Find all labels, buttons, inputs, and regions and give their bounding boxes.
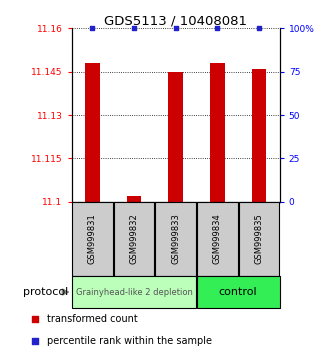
Point [32, 338, 38, 344]
Bar [252, 69, 266, 202]
Point [173, 25, 178, 31]
Bar [155, 202, 196, 276]
Bar [210, 63, 224, 202]
Bar [197, 202, 238, 276]
Text: Grainyhead-like 2 depletion: Grainyhead-like 2 depletion [76, 287, 192, 297]
Bar [127, 196, 141, 202]
Text: GSM999835: GSM999835 [254, 213, 263, 264]
Title: GDS5113 / 10408081: GDS5113 / 10408081 [104, 14, 247, 27]
Bar [168, 72, 183, 202]
Bar [72, 276, 195, 308]
Point [32, 316, 38, 321]
Text: GSM999831: GSM999831 [88, 213, 97, 264]
Text: GSM999832: GSM999832 [130, 213, 139, 264]
Text: percentile rank within the sample: percentile rank within the sample [47, 336, 212, 346]
Bar [85, 63, 100, 202]
Bar [114, 202, 155, 276]
Bar [72, 202, 113, 276]
Text: transformed count: transformed count [47, 314, 138, 324]
Point [131, 25, 137, 31]
Text: protocol: protocol [23, 287, 68, 297]
Text: GSM999834: GSM999834 [213, 213, 222, 264]
Bar [197, 276, 280, 308]
Bar [238, 202, 279, 276]
Text: GSM999833: GSM999833 [171, 213, 180, 264]
Text: control: control [219, 287, 257, 297]
Point [90, 25, 95, 31]
Point [214, 25, 220, 31]
Point [256, 25, 262, 31]
